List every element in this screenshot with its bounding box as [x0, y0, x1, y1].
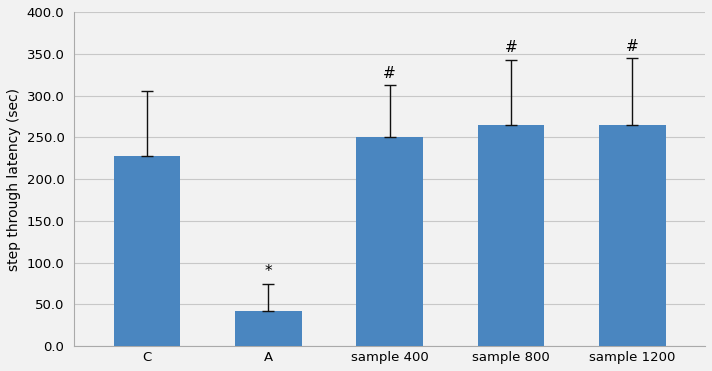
Text: #: # [505, 40, 518, 55]
Text: #: # [626, 39, 639, 54]
Bar [113, 156, 180, 346]
Bar [478, 125, 544, 346]
Text: *: * [264, 265, 272, 279]
Y-axis label: step through latency (sec): step through latency (sec) [7, 88, 21, 270]
Bar [235, 311, 302, 346]
Bar [599, 125, 666, 346]
Text: #: # [383, 66, 396, 81]
Bar [356, 137, 423, 346]
